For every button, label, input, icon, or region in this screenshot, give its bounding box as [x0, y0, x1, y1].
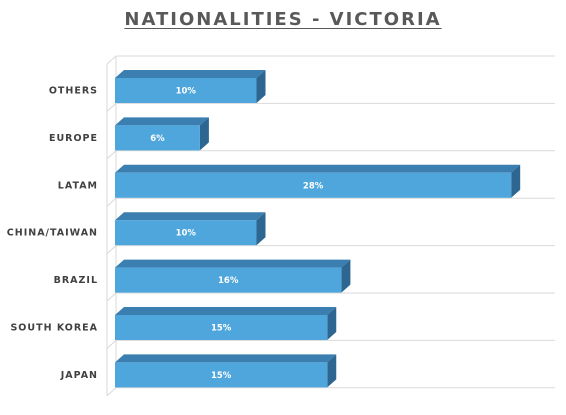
category-label: JAPAN: [60, 370, 98, 381]
data-label: 6%: [150, 134, 165, 144]
bar-side-face: [327, 354, 337, 388]
data-label: 10%: [176, 87, 197, 97]
gridline-edge: [106, 292, 117, 302]
bar: [115, 267, 342, 293]
bar: [115, 125, 200, 151]
bar-side-face: [511, 164, 521, 198]
bar: [115, 172, 512, 198]
bar-top-face: [115, 307, 337, 315]
category-label: LATAM: [58, 180, 98, 191]
chart-title: NATIONALITIES - VICTORIA: [124, 9, 442, 30]
category-label: EUROPE: [49, 133, 98, 144]
gridline-edge: [106, 55, 117, 65]
bars: 10% 6% 28% 10% 16% 15% 15%: [115, 70, 521, 388]
category-label: BRAZIL: [54, 275, 98, 286]
bar-side-face: [199, 117, 209, 151]
bar-side-face: [341, 259, 351, 293]
bar: [115, 362, 328, 388]
bar-top-face: [115, 354, 337, 363]
category-label: SOUTH KOREA: [10, 323, 98, 334]
bar-side-face: [256, 70, 266, 103]
gridline-edge: [106, 245, 117, 254]
bar: [115, 220, 257, 246]
gridline-edge: [106, 340, 117, 349]
gridline-edge: [106, 103, 117, 112]
bar: [115, 78, 257, 103]
data-label: 28%: [303, 181, 324, 191]
bar: [115, 315, 328, 340]
bar-top-face: [115, 212, 266, 221]
gridline-edge: [106, 150, 117, 160]
bar-side-face: [256, 212, 266, 246]
data-label: 10%: [176, 229, 197, 239]
data-label: 16%: [218, 276, 239, 286]
bar-top-face: [115, 70, 266, 78]
category-label: OTHERS: [49, 86, 98, 97]
bar-top-face: [115, 117, 209, 126]
bar-side-face: [327, 307, 337, 340]
gridline-edge: [106, 387, 117, 397]
gridline-edge: [106, 197, 117, 207]
category-labels: OTHERS EUROPE LATAM CHINA/TAIWAN BRAZIL SOUTH…: [7, 86, 98, 381]
data-label: 15%: [211, 371, 232, 381]
bar-top-face: [115, 259, 351, 268]
bar-top-face: [115, 164, 521, 173]
category-label: CHINA/TAIWAN: [7, 228, 98, 239]
data-label: 15%: [211, 324, 232, 334]
gridlines: [106, 55, 555, 397]
